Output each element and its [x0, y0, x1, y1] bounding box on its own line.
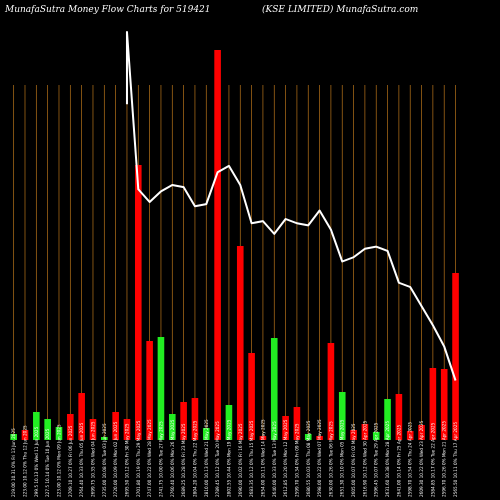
- money-flow-bar: [327, 343, 335, 440]
- x-axis-tick-labels: 219.00 10.31 0% Fri 13 Jun 2025 223.00 10…: [11, 419, 458, 497]
- money-flow-bar: [168, 414, 176, 440]
- money-flow-bars: [10, 50, 459, 440]
- money-flow-bar: [123, 419, 131, 440]
- x-tick-label: 2699.75 10.35 0% Wed 04 Jun 2025: [90, 421, 95, 497]
- x-tick-label: 2735.00 10.08 0% Tue 03 Jun 2025: [102, 423, 107, 497]
- x-tick-label: 223.00 10.12 0% Thu 12 Jun 2025: [22, 425, 27, 497]
- money-flow-bar: [55, 427, 63, 440]
- x-tick-label: 2680.55 10.03 0% Thu 08 May 2025: [306, 420, 311, 497]
- money-flow-bar: [384, 399, 391, 440]
- x-tick-label: 2584.85 10.17 0% Tue 22 Apr 2025: [430, 422, 435, 497]
- x-tick-label: 2631.60 10.38 0% Mon 28 Apr 2025: [385, 421, 390, 497]
- chart-title-right: (KSE LIMITED) MunafaSutra.com: [262, 4, 418, 15]
- x-tick-label: 2764.40 10.33 0% Thu 05 Jun 2025: [79, 422, 84, 497]
- x-tick-label: 2596.45 10.07 0% Tue 29 Apr 2025: [374, 422, 379, 497]
- money-flow-bar: [134, 165, 142, 440]
- x-tick-label: 2565.50 10.11 0% Thu 17 Apr 2025: [453, 422, 458, 497]
- x-tick-label: 2599.70 10.34 0% Fri 09 May 2025: [294, 423, 299, 497]
- money-flow-bar: [395, 394, 403, 440]
- money-flow-bar: [101, 437, 108, 440]
- money-flow-bar: [440, 369, 448, 440]
- money-flow-bar: [282, 416, 289, 440]
- money-flow-bar: [293, 407, 301, 440]
- money-flow-bar: [338, 392, 346, 440]
- money-flow-bar: [350, 430, 357, 440]
- money-flow-bar: [259, 436, 267, 440]
- price-line-group: [125, 31, 457, 381]
- money-flow-bar: [361, 424, 369, 440]
- x-tick-label: 2720.00 10.09 0% Mon 02 Jun 2025: [113, 421, 118, 497]
- money-flow-bar: [202, 428, 210, 440]
- money-flow-bar: [157, 337, 165, 440]
- x-tick-label: 2683.35 10.12 0% Thu 15 May 2025: [249, 420, 254, 497]
- x-tick-label: 2747.00 10.22 0% Wed 28 May 2025: [147, 419, 152, 497]
- money-flow-bar: [191, 398, 199, 440]
- money-flow-bar: [418, 425, 425, 440]
- x-tick-label: 227.5 10.14 0% Tue 10 Jun 2025: [45, 428, 50, 497]
- x-tick-label: 2640.00 10.33 0% Tue 13 May 2025: [272, 421, 277, 497]
- x-tick-label: 2741.75 10.00 0% Tue 27 May 2025: [158, 421, 163, 497]
- x-tick-label: 2641.00 10.14 0% Fri 25 Apr 2025: [396, 425, 401, 497]
- money-flow-bar: [236, 246, 244, 440]
- x-tick-label: 2598.00 10.22 0% Wed 07 May 2025: [317, 419, 322, 497]
- x-tick-label: 2701.80 10.19 0% Thu 29 May 2025: [136, 420, 141, 497]
- money-flow-bar: [214, 50, 221, 440]
- money-flow-bar: [67, 414, 74, 440]
- money-flow-bar: [225, 405, 233, 440]
- x-tick-label: 2596.70 10.26 0% Mon 21 Apr 2025: [442, 421, 447, 497]
- money-flow-bar: [372, 432, 380, 440]
- x-tick-label: 2605.00 10.07 0% Fri 02 May 2025: [351, 423, 356, 497]
- x-tick-label: 223.00 10.12 0% Mon 09 Jun 2025: [56, 424, 61, 497]
- x-tick-label: 2804.20 10.04 0% Thu 22 May 2025: [192, 420, 197, 497]
- x-tick-label: 219.00 10.31 0% Fri 13 Jun 2025: [11, 428, 16, 497]
- money-flow-bar: [452, 273, 459, 440]
- money-flow-bar: [33, 412, 40, 440]
- money-flow-bar: [304, 434, 312, 440]
- x-tick-label: 2689.25 10.28 0% Fri 23 May 2025: [181, 423, 186, 497]
- money-flow-bar: [406, 431, 414, 440]
- x-tick-label: 2709.10 10.27 0% Fri 06 Jun 2025: [68, 425, 73, 497]
- price-line: [125, 31, 457, 381]
- money-flow-bar: [21, 430, 29, 440]
- money-flow-bar: [316, 436, 323, 440]
- x-tick-label: 2630.00 10.26 0% Tue 06 May 2025: [328, 421, 333, 497]
- chart-title-left: MunafaSutra Money Flow Charts for 519421: [4, 5, 211, 15]
- x-tick-label: 2654.00 10.11 0% Wed 14 May 2025: [260, 419, 265, 497]
- x-tick-label: 2760.40 10.06 0% Mon 26 May 2025: [170, 419, 175, 497]
- money-flow-bar: [248, 353, 255, 440]
- x-tick-label: 299.5 10.13 0% Wed 11 Jun 2025: [34, 426, 39, 497]
- x-tick-label: 2810.00 10.13 0% Wed 21 May 2025: [204, 419, 209, 497]
- x-tick-label: 2695.50 10.12 0% Fri 30 May 2025: [124, 423, 129, 497]
- x-tick-label: 2651.30 10.10 0% Mon 05 May 2025: [340, 419, 345, 497]
- x-tick-label: 2802.55 10.44 0% Mon 19 May 2025: [226, 419, 231, 497]
- x-tick-label: 2598.70 10.54 0% Thu 24 Apr 2025: [408, 422, 413, 497]
- x-tick-label: 2690.00 10.02 0% Fri 16 May 2025: [238, 423, 243, 497]
- money-flow-bar: [10, 434, 17, 440]
- money-flow-bar: [180, 402, 187, 440]
- x-tick-label: 2609.30 10.22 0% Wed 23 Apr 2025: [419, 420, 424, 497]
- money-flow-bar: [146, 341, 153, 440]
- x-tick-label: 2612.85 10.20 0% Mon 12 May 2025: [283, 419, 288, 497]
- money-flow-bar: [112, 412, 119, 440]
- x-tick-label: 2616.90 10.12 0% Wed 30 Apr 2025: [362, 420, 367, 497]
- x-tick-label: 2789.45 10.12 0% Tue 20 May 2025: [215, 421, 220, 497]
- money-flow-bar: [429, 368, 437, 440]
- money-flow-bar: [89, 419, 97, 440]
- money-flow-bar: [44, 419, 51, 440]
- money-flow-bar: [270, 338, 278, 440]
- vertical-grid-lines: [13, 85, 456, 440]
- money-flow-bar: [78, 393, 85, 440]
